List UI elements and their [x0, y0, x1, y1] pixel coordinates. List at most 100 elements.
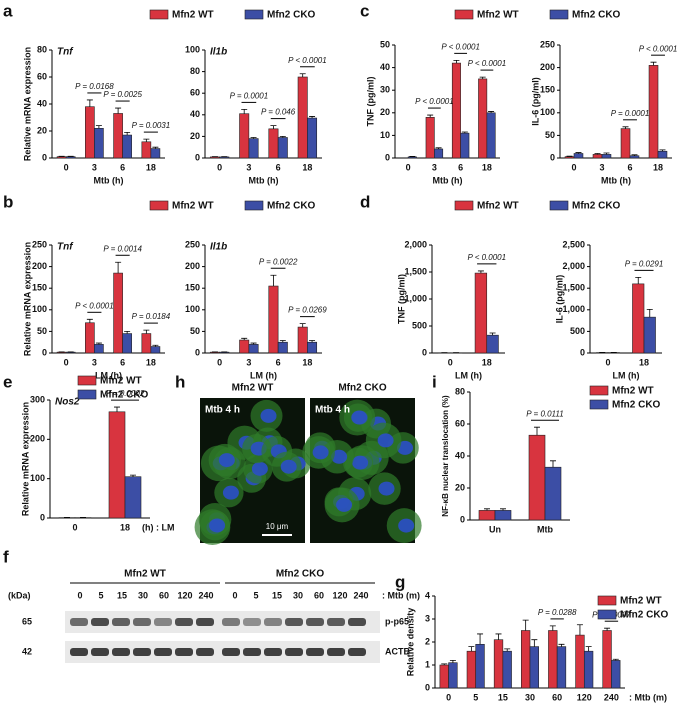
band: [306, 648, 324, 656]
x-tick-label: 6: [276, 162, 281, 172]
nucleus: [331, 449, 348, 464]
y-tick-label: 0: [422, 347, 427, 357]
x-tick-label: 18: [146, 357, 156, 367]
lane-label: 0: [77, 590, 82, 600]
y-tick-label: 60: [455, 418, 465, 428]
bar: [448, 662, 458, 689]
y-tick-label: 100: [540, 107, 555, 117]
x-axis-label: LM (h): [613, 370, 640, 380]
x-tick-label: Un: [489, 524, 501, 534]
x-axis-label: LM (h): [95, 370, 122, 380]
bar: [620, 128, 631, 159]
x-tick-label: 0: [217, 357, 222, 367]
band: [154, 618, 172, 626]
y-tick-label: 40: [380, 62, 390, 72]
y-tick-label: 300: [30, 394, 45, 404]
y-axis-label: Relative density: [405, 608, 415, 677]
x-tick-label: 3: [599, 162, 604, 172]
error-bar: [95, 125, 102, 129]
y-axis-label: IL-6 (pg/ml): [554, 275, 564, 324]
band: [91, 618, 109, 626]
x-tick-label: 18: [302, 162, 312, 172]
band: [70, 648, 88, 656]
p-value: P = 0.046: [261, 108, 296, 117]
error-bar: [477, 270, 484, 274]
bar: [521, 630, 531, 689]
y-axis-label: TNF (pg/ml): [396, 274, 406, 324]
bar: [65, 156, 76, 159]
lane-label: 30: [138, 590, 148, 600]
error-bar: [461, 131, 468, 134]
legend-label: Mfn2 WT: [612, 386, 654, 397]
lane-label: 120: [177, 590, 192, 600]
y-tick-label: 1: [425, 659, 430, 669]
y-tick-label: 40: [455, 450, 465, 460]
x-tick-label: 0: [72, 522, 77, 532]
p-value: P < 0.0001: [468, 59, 507, 68]
bar: [150, 346, 161, 354]
blot-label: ACTB: [385, 646, 410, 656]
x-tick-label: 60: [552, 692, 562, 702]
error-bar: [124, 131, 131, 136]
error-bar: [270, 274, 277, 287]
band: [306, 618, 324, 626]
x-tick-label: Mtb: [537, 524, 553, 534]
y-tick-label: 0: [550, 152, 555, 162]
legend-swatch: [149, 9, 169, 20]
bar: [592, 154, 603, 159]
x-axis-label: LM (h): [250, 370, 277, 380]
error-bar: [612, 658, 619, 661]
band: [285, 618, 303, 626]
error-bar: [550, 460, 556, 468]
band: [112, 618, 130, 626]
x-tick-label: 3: [246, 357, 251, 367]
gene-label: Tnf: [57, 47, 74, 58]
band: [91, 648, 109, 656]
x-axis-label: Mtb (h): [94, 175, 124, 185]
y-tick-label: 100: [30, 473, 45, 483]
y-tick-label: 1,500: [404, 266, 427, 276]
y-tick-label: 50: [545, 130, 555, 140]
legend-label: Mfn2 WT: [172, 10, 214, 21]
legend-label: Mfn2 WT: [477, 10, 519, 21]
p-value: P = 0.0031: [132, 121, 171, 130]
y-tick-label: 1,000: [404, 293, 427, 303]
error-bar: [95, 342, 102, 345]
gene-label: Tnf: [57, 242, 74, 253]
band: [327, 618, 345, 626]
y-tick-label: 0: [425, 682, 430, 692]
error-bar: [86, 99, 93, 107]
x-tick-label: 6: [458, 162, 463, 172]
panel-label: a: [3, 1, 13, 20]
error-bar: [622, 126, 629, 129]
x-tick-label: 0: [64, 357, 69, 367]
error-bar: [549, 625, 556, 631]
y-axis-label: NF-κB nuclear translocation (%): [441, 395, 450, 517]
error-bar: [435, 147, 442, 149]
legend-label: Mfn2 WT: [172, 201, 214, 212]
error-bar: [115, 107, 122, 114]
gene-label: Il1b: [210, 47, 227, 58]
y-tick-label: 20: [190, 131, 200, 141]
band: [70, 618, 88, 626]
y-tick-label: 40: [190, 109, 200, 119]
bar: [556, 646, 567, 689]
error-bar: [585, 646, 592, 652]
kda-value: 42: [22, 646, 32, 656]
band: [348, 648, 366, 656]
error-bar: [558, 643, 565, 647]
bar: [239, 113, 250, 159]
x-tick-label: 6: [120, 162, 125, 172]
x-tick-label: 0: [64, 162, 69, 172]
bar: [434, 148, 444, 159]
bar: [113, 113, 123, 159]
p-value: P = 0.0002: [106, 389, 145, 398]
error-bar: [659, 149, 666, 152]
band: [196, 648, 214, 656]
y-tick-label: 10: [380, 130, 390, 140]
x-tick-label: 18: [482, 357, 492, 367]
bar: [573, 153, 584, 159]
x-axis-label: Mtb (h): [601, 175, 631, 185]
y-tick-label: 20: [37, 125, 47, 135]
